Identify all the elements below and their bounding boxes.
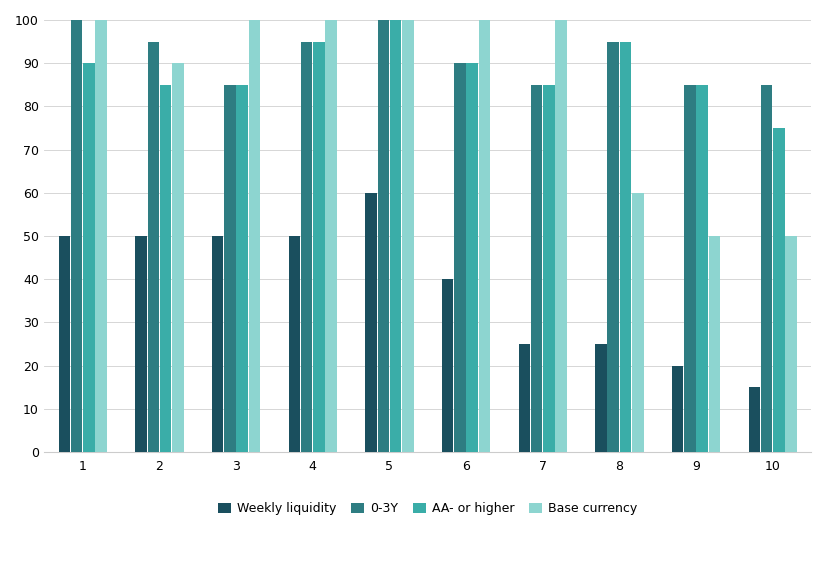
Bar <box>684 85 695 452</box>
Bar <box>519 344 530 452</box>
Bar <box>83 63 95 452</box>
Bar <box>479 20 490 452</box>
Bar <box>402 20 414 452</box>
Bar <box>748 387 760 452</box>
Bar <box>390 20 401 452</box>
Bar <box>236 85 248 452</box>
Bar <box>620 42 631 452</box>
Bar <box>288 236 300 452</box>
Bar <box>454 63 466 452</box>
Bar <box>224 85 235 452</box>
Bar <box>672 365 683 452</box>
Bar <box>148 42 159 452</box>
Bar <box>71 20 83 452</box>
Bar <box>773 128 785 452</box>
Bar <box>325 20 337 452</box>
Bar <box>301 42 312 452</box>
Bar <box>212 236 223 452</box>
Bar <box>59 236 70 452</box>
Bar <box>172 63 183 452</box>
Bar <box>555 20 567 452</box>
Bar <box>632 193 643 452</box>
Bar <box>531 85 543 452</box>
Bar <box>696 85 708 452</box>
Bar <box>761 85 772 452</box>
Bar <box>135 236 147 452</box>
Bar <box>596 344 607 452</box>
Bar <box>709 236 720 452</box>
Bar <box>96 20 107 452</box>
Legend: Weekly liquidity, 0-3Y, AA- or higher, Base currency: Weekly liquidity, 0-3Y, AA- or higher, B… <box>213 497 643 520</box>
Bar <box>159 85 171 452</box>
Bar <box>786 236 797 452</box>
Bar <box>249 20 260 452</box>
Bar <box>607 42 619 452</box>
Bar <box>543 85 554 452</box>
Bar <box>467 63 478 452</box>
Bar <box>313 42 325 452</box>
Bar <box>365 193 377 452</box>
Bar <box>442 279 453 452</box>
Bar <box>377 20 389 452</box>
